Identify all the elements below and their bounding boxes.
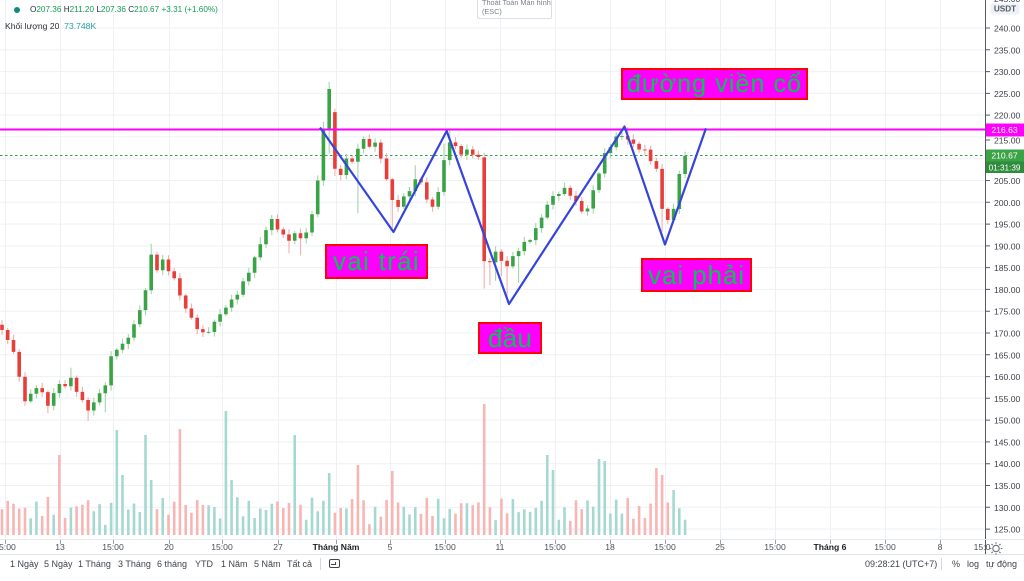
svg-text:185.00: 185.00 [994,263,1021,273]
svg-text:Tháng Năm: Tháng Năm [313,542,360,552]
svg-text:15:00: 15:00 [102,542,124,552]
svg-text:200.00: 200.00 [994,198,1021,208]
svg-text:15:00: 15:00 [544,542,566,552]
svg-text:245.00: 245.00 [994,0,1021,4]
svg-text:216.63: 216.63 [991,125,1018,135]
svg-text:220.00: 220.00 [994,111,1021,121]
svg-text:175.00: 175.00 [994,307,1021,317]
svg-text:01:31:39: 01:31:39 [989,164,1021,173]
svg-text:165.00: 165.00 [994,350,1021,360]
svg-text:15:00: 15:00 [0,542,16,552]
svg-text:140.00: 140.00 [994,459,1021,469]
svg-text:155.00: 155.00 [994,394,1021,404]
svg-text:5: 5 [388,542,393,552]
svg-text:145.00: 145.00 [994,437,1021,447]
svg-text:8: 8 [938,542,943,552]
svg-text:170.00: 170.00 [994,329,1021,339]
svg-text:18: 18 [605,542,615,552]
svg-text:20: 20 [164,542,174,552]
svg-text:135.00: 135.00 [994,481,1021,491]
svg-text:15:00: 15:00 [764,542,786,552]
svg-text:225.00: 225.00 [994,89,1021,99]
svg-text:160.00: 160.00 [994,372,1021,382]
svg-text:27: 27 [273,542,283,552]
svg-text:15:00: 15:00 [654,542,676,552]
svg-text:11: 11 [496,542,505,552]
svg-text:180.00: 180.00 [994,285,1021,295]
svg-text:130.00: 130.00 [994,503,1021,513]
svg-text:13: 13 [55,542,65,552]
svg-text:240.00: 240.00 [994,24,1021,34]
svg-text:USDT: USDT [994,5,1016,14]
svg-text:215.00: 215.00 [994,136,1021,146]
svg-text:230.00: 230.00 [994,67,1021,77]
svg-text:Tháng 6: Tháng 6 [814,542,847,552]
svg-text:210.67: 210.67 [991,151,1018,161]
svg-text:15:00: 15:00 [874,542,896,552]
svg-text:150.00: 150.00 [994,416,1021,426]
svg-text:190.00: 190.00 [994,241,1021,251]
svg-text:195.00: 195.00 [994,220,1021,230]
svg-text:15:00: 15:00 [211,542,233,552]
svg-text:205.00: 205.00 [994,176,1021,186]
svg-text:25: 25 [715,542,725,552]
svg-text:15:0: 15:0 [974,542,991,552]
svg-text:15:00: 15:00 [434,542,456,552]
svg-text:235.00: 235.00 [994,45,1021,55]
svg-text:125.00: 125.00 [994,525,1021,535]
